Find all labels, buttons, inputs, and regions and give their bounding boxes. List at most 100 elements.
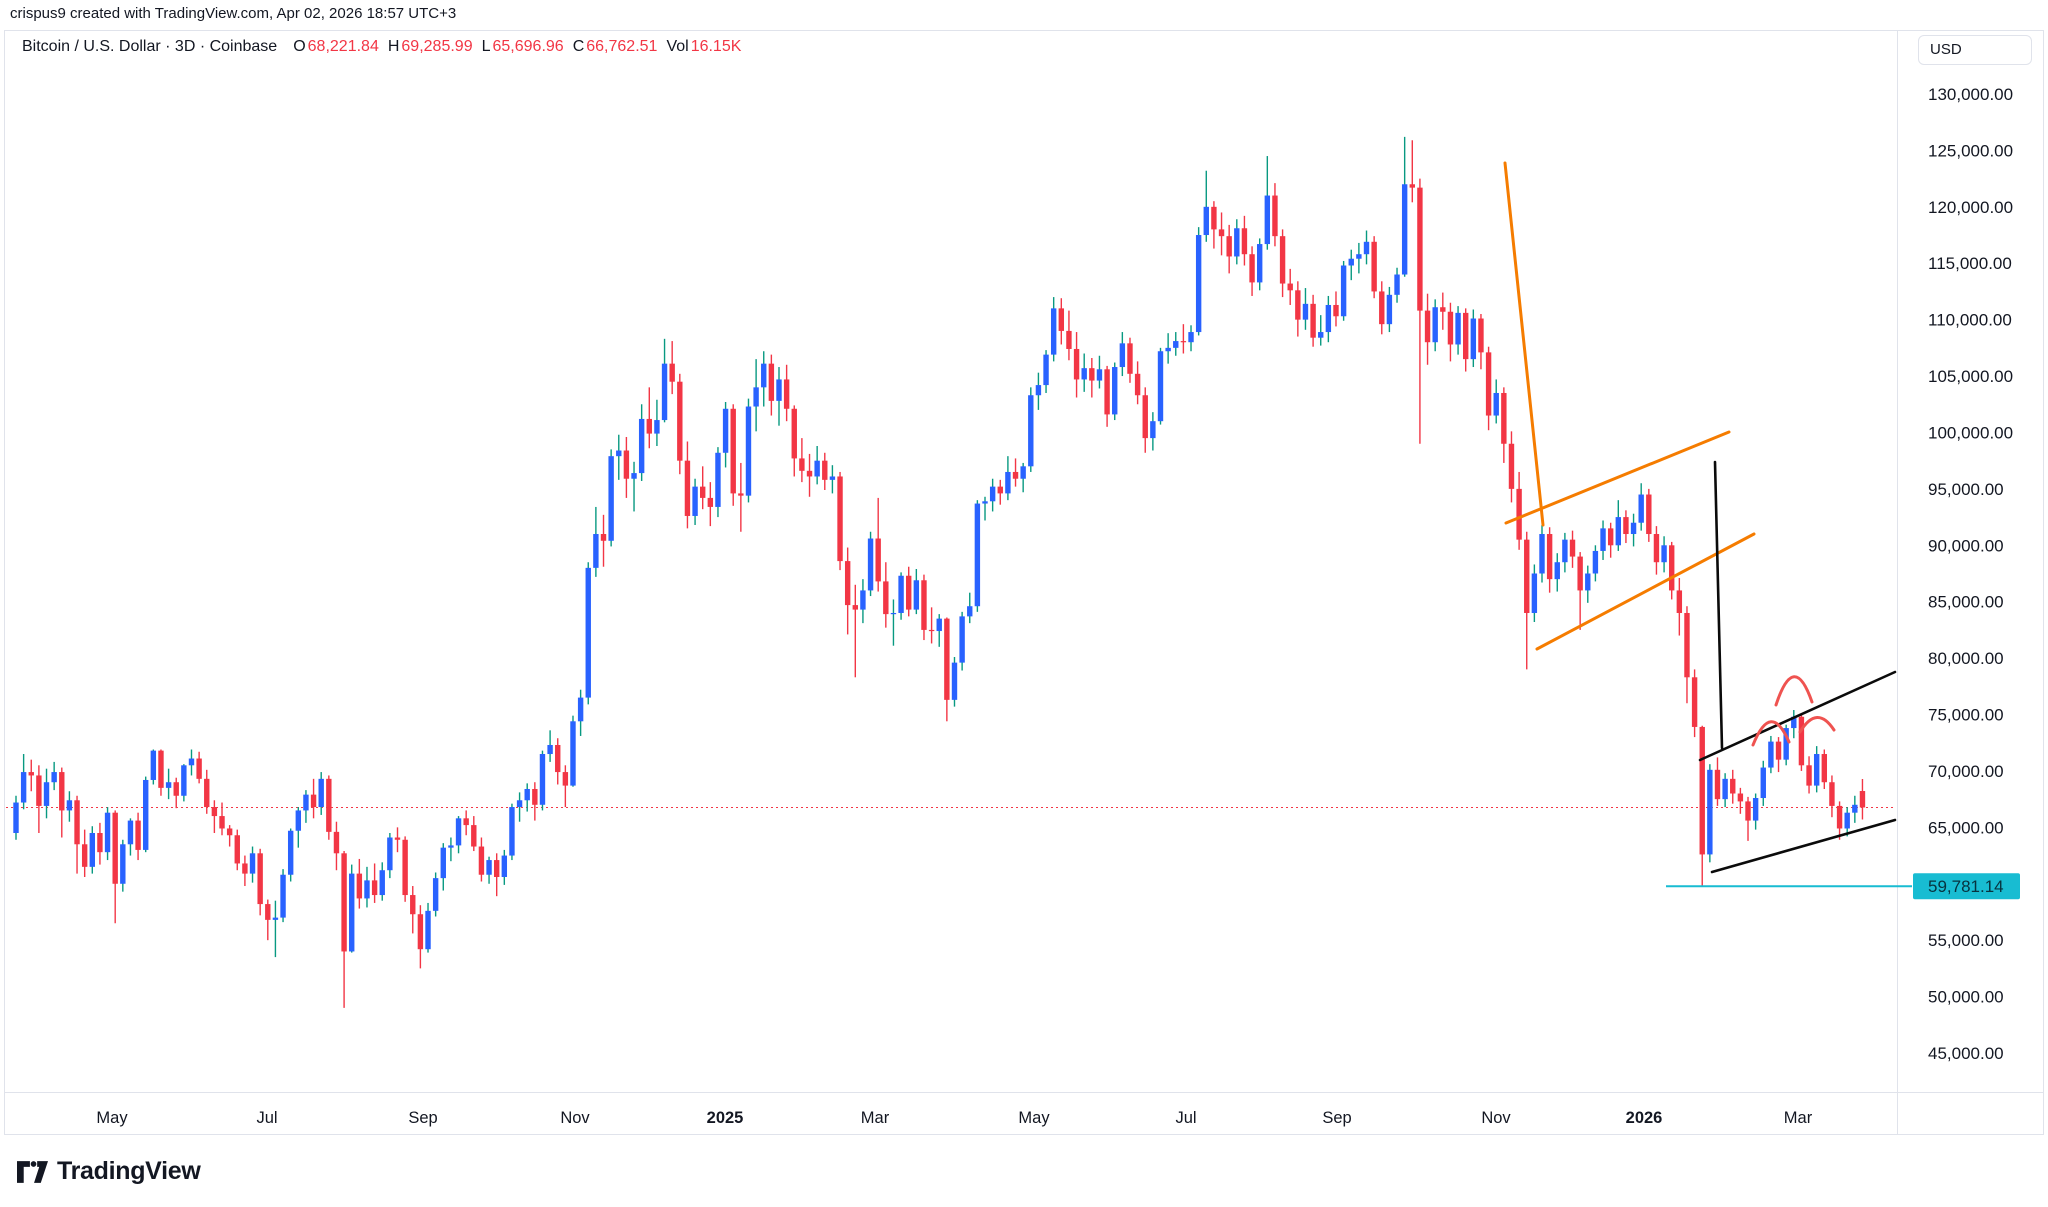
candle-body [402,839,408,896]
tradingview-logo-text: TradingView [57,1157,201,1185]
drawings-layer[interactable] [1503,161,1897,874]
candle-body [1363,241,1370,255]
candle-body [730,408,736,494]
time-axis[interactable]: May Jul Sep Nov 2025 Mar May Jul Sep Nov 2026 Mar [96,1109,1812,1127]
candle-body [585,567,591,698]
attribution-text: crispus9 created with TradingView.com, A… [10,5,457,22]
support-price-label: 59,781.14 [1928,877,2004,896]
candle-body [1684,612,1690,678]
candle-body [1493,392,1499,416]
candle-body [303,794,309,811]
candle-body [135,820,141,850]
candle-body [310,794,317,808]
candle-body [272,917,279,920]
candle-body [51,772,57,783]
candle-body [707,497,714,507]
candle-body [570,721,576,786]
candle-body [1371,241,1377,292]
candle-body [112,812,118,884]
candle-body [1775,741,1782,760]
candle-body [623,450,630,479]
orange-channel-upper[interactable] [1504,430,1731,525]
candle-body [951,662,958,700]
candle-body [1043,354,1049,386]
ohlc-h-label: H [387,38,400,55]
candle-body [1791,716,1797,729]
candle-body [722,408,729,453]
candle-body [677,381,683,461]
candle-body [1325,304,1332,333]
candle-body [608,456,614,541]
candle-body [1569,539,1576,557]
candle-body [783,379,790,409]
ohlc-readout: O 68,221.84 H 69,285.99 L 65,696.96 C 66,762.51… [293,38,741,56]
candle-body [692,486,698,516]
candle-body [1234,228,1240,257]
candle-body [448,845,454,848]
tradingview-logo-icon [17,1160,48,1183]
candle-body [1752,798,1759,821]
candle-body [577,697,584,722]
candle-body [913,580,920,610]
candle-body [287,830,294,875]
black-steep-drop[interactable] [1713,460,1724,750]
arc-head[interactable] [1774,675,1814,707]
candle-body [745,406,752,496]
tradingview-logo[interactable]: TradingView [17,1157,201,1186]
candle-body [432,878,439,911]
candle-body [165,782,172,788]
candle-body [761,363,767,388]
candle-body [326,778,332,832]
black-wedge-bottom[interactable] [1710,818,1897,874]
candle-body [860,590,866,610]
candle-body [242,863,248,874]
black-wedge-top[interactable] [1698,670,1897,762]
candle-body [295,810,302,831]
support-price-line[interactable]: 59,781.14 [1666,873,2020,900]
time-axis-label: Nov [1481,1109,1511,1127]
candle-body [1028,395,1034,467]
candle-body [1730,778,1736,794]
candle-body [196,758,202,779]
ohlc-c-label: C [572,38,585,55]
candle-body [1379,291,1385,325]
candle-body [921,580,927,630]
candle-body [1600,528,1606,551]
candle-body [1501,392,1507,444]
candle-body [1669,545,1675,591]
arc-left-shoulder[interactable] [1751,720,1791,747]
candle-body [1707,769,1713,855]
candle-body [1417,187,1423,311]
arc-right-shoulder[interactable] [1798,716,1836,734]
ohlc-o-label: O [293,38,306,55]
orange-steep-downtrend[interactable] [1503,161,1545,527]
candle-body [516,800,523,808]
ohlc-c-value: 66,762.51 [586,38,658,55]
candle-body [1478,318,1484,353]
candle-body [1180,341,1187,343]
candle-body [1760,767,1766,799]
candle-body [989,486,996,502]
candle-body [349,873,355,952]
currency-button[interactable]: USD [1918,35,2032,65]
orange-channel-lower[interactable] [1535,532,1756,651]
candle-body [1432,307,1438,343]
candle-body [753,387,759,407]
candle-body [700,486,706,498]
candle-body [36,775,42,806]
price-axis-label: 45,000.00 [1928,1044,2004,1063]
candle-body [547,744,553,755]
candle-body [1714,769,1721,800]
candle-body [1104,369,1110,415]
candle-body [646,418,652,434]
candle-body [1157,351,1164,422]
candle-body [493,860,500,877]
candle-body [81,844,88,867]
price-axis[interactable]: 130,000.00 125,000.00 120,000.00 115,000.00… [1928,85,2013,1063]
candle-body [257,853,263,905]
time-axis-label: Sep [1322,1109,1351,1127]
candle-body [1272,195,1278,237]
candle-body [1394,274,1400,295]
candle-body [1195,235,1202,333]
